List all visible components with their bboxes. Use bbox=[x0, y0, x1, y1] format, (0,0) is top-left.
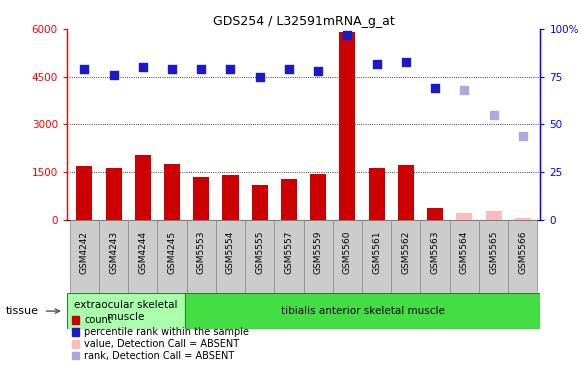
Bar bbox=[508, 220, 537, 293]
Bar bbox=[421, 220, 450, 293]
Point bbox=[109, 72, 118, 78]
Text: GSM5565: GSM5565 bbox=[489, 231, 498, 274]
Bar bbox=[135, 154, 151, 220]
Point bbox=[401, 59, 411, 64]
Point bbox=[489, 112, 498, 118]
Bar bbox=[99, 220, 128, 293]
Bar bbox=[70, 220, 99, 293]
Point bbox=[431, 85, 440, 91]
Text: tibialis anterior skeletal muscle: tibialis anterior skeletal muscle bbox=[281, 306, 444, 316]
Text: GSM5563: GSM5563 bbox=[431, 231, 440, 274]
Bar bbox=[486, 211, 501, 220]
Bar bbox=[450, 220, 479, 293]
Text: GSM5561: GSM5561 bbox=[372, 231, 381, 274]
Bar bbox=[368, 168, 385, 220]
FancyBboxPatch shape bbox=[67, 293, 185, 329]
Bar bbox=[245, 220, 274, 293]
Point bbox=[226, 66, 235, 72]
Bar bbox=[216, 220, 245, 293]
Bar bbox=[479, 220, 508, 293]
Bar bbox=[515, 219, 531, 220]
FancyBboxPatch shape bbox=[185, 293, 540, 329]
Bar bbox=[106, 168, 121, 220]
Bar bbox=[310, 173, 326, 220]
Bar bbox=[456, 213, 472, 220]
Text: extraocular skeletal
muscle: extraocular skeletal muscle bbox=[74, 300, 178, 322]
Text: GSM5553: GSM5553 bbox=[197, 231, 206, 274]
Point bbox=[284, 66, 293, 72]
Bar bbox=[281, 179, 297, 220]
Point bbox=[314, 68, 323, 74]
Point bbox=[460, 87, 469, 93]
Point bbox=[80, 66, 89, 72]
Text: GSM5557: GSM5557 bbox=[285, 231, 293, 274]
Point bbox=[372, 61, 381, 67]
Point bbox=[138, 64, 148, 70]
Point bbox=[255, 74, 264, 80]
Text: GSM5554: GSM5554 bbox=[226, 231, 235, 274]
Text: GSM4245: GSM4245 bbox=[167, 231, 177, 274]
Bar bbox=[252, 185, 268, 220]
Text: GSM4243: GSM4243 bbox=[109, 231, 118, 274]
Bar bbox=[187, 220, 216, 293]
Bar bbox=[274, 220, 304, 293]
Text: GSM5555: GSM5555 bbox=[255, 231, 264, 274]
Text: GSM4242: GSM4242 bbox=[80, 231, 89, 273]
Point bbox=[518, 133, 528, 139]
Bar bbox=[223, 175, 239, 220]
Bar bbox=[128, 220, 157, 293]
Point bbox=[196, 66, 206, 72]
Bar bbox=[164, 164, 180, 220]
Text: GSM4244: GSM4244 bbox=[138, 231, 148, 273]
Bar bbox=[157, 220, 187, 293]
Text: tissue: tissue bbox=[6, 306, 39, 316]
Point bbox=[167, 66, 177, 72]
Text: GSM5564: GSM5564 bbox=[460, 231, 469, 274]
Bar bbox=[427, 208, 443, 220]
Bar bbox=[304, 220, 333, 293]
Bar bbox=[362, 220, 391, 293]
Point bbox=[343, 32, 352, 38]
Title: GDS254 / L32591mRNA_g_at: GDS254 / L32591mRNA_g_at bbox=[213, 15, 394, 28]
Text: GSM5566: GSM5566 bbox=[518, 231, 528, 274]
Bar bbox=[339, 33, 356, 220]
Bar bbox=[398, 165, 414, 220]
Text: GSM5559: GSM5559 bbox=[314, 231, 322, 274]
Bar bbox=[333, 220, 362, 293]
Text: GSM5560: GSM5560 bbox=[343, 231, 352, 274]
Legend: count, percentile rank within the sample, value, Detection Call = ABSENT, rank, : count, percentile rank within the sample… bbox=[71, 315, 249, 361]
Bar bbox=[391, 220, 421, 293]
Text: GSM5562: GSM5562 bbox=[401, 231, 410, 274]
Bar bbox=[193, 177, 209, 220]
Bar bbox=[76, 166, 92, 220]
